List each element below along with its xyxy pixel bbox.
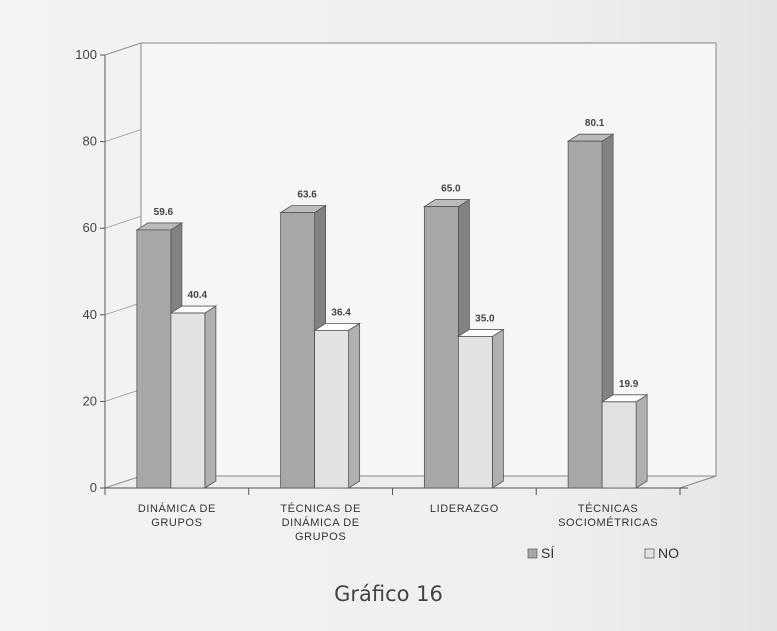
data-label: 63.6 <box>297 190 317 201</box>
bar-front <box>170 312 206 489</box>
legend-swatch-no <box>644 548 655 559</box>
data-label: 35.0 <box>475 313 495 324</box>
legend-label-si: SÍ <box>541 545 554 561</box>
bar-no <box>600 394 649 489</box>
bar-side <box>348 322 361 489</box>
bar-no <box>457 328 505 489</box>
x-category-label-line: SOCIOMÉTRICAS <box>558 516 658 529</box>
data-label: 65.0 <box>441 184 461 195</box>
y-depth-line <box>104 42 142 56</box>
y-tick-label: 0 <box>90 480 97 495</box>
x-category-label-line: GRUPOS <box>295 531 346 543</box>
bar-side <box>491 328 504 489</box>
data-label: 80.1 <box>585 118 605 129</box>
y-tick-label: 20 <box>83 393 97 408</box>
legend: SÍ NO <box>527 545 679 561</box>
x-category-label-line: LIDERAZGO <box>430 503 499 515</box>
y-tick-label: 100 <box>75 47 97 62</box>
y-depth-line <box>104 302 142 316</box>
x-category-label-line: TÉCNICAS <box>578 502 638 515</box>
x-category-label-line: TÉCNICAS DE <box>280 502 361 515</box>
bar-no <box>169 305 218 489</box>
bars: 59.6 40.4 63.6 36.4 65.0 35.0 80.1 19.9 <box>135 118 649 489</box>
y-depth-line <box>104 129 142 142</box>
bar-side <box>204 305 217 489</box>
bar-si <box>279 204 327 489</box>
y-depth-line <box>104 389 142 402</box>
bar-no <box>313 322 361 489</box>
y-tick-label: 80 <box>83 134 97 149</box>
x-category-label: DINÁMICA DE GRUPOS <box>138 502 216 529</box>
x-category-label: LIDERAZGO <box>430 503 499 515</box>
bar-front <box>567 140 603 489</box>
y-tick-label: 40 <box>83 307 97 322</box>
y-depth-line <box>104 215 142 229</box>
bar-front <box>136 229 172 489</box>
bar-side <box>635 394 648 489</box>
y-axis: 0 20 40 60 80 100 <box>75 42 142 495</box>
y-depth-line <box>104 475 142 489</box>
legend-label-no: NO <box>658 545 679 561</box>
x-category-label: TÉCNICAS SOCIOMÉTRICAS <box>558 502 658 529</box>
x-category-label-line: DINÁMICA DE <box>138 502 216 515</box>
bar-front <box>601 401 637 489</box>
figure-caption: Gráfico 16 <box>334 582 443 606</box>
data-label: 36.4 <box>331 307 351 318</box>
legend-swatch-si <box>527 548 538 559</box>
data-label: 59.6 <box>154 207 174 218</box>
bar-front <box>457 336 493 489</box>
x-category-label-line: GRUPOS <box>151 517 202 529</box>
bar-front <box>280 212 316 489</box>
x-category-label: TÉCNICAS DE DINÁMICA DE GRUPOS <box>280 502 361 543</box>
data-label: 19.9 <box>619 379 639 390</box>
x-category-label-line: DINÁMICA DE <box>282 516 360 529</box>
data-label: 40.4 <box>188 290 208 301</box>
bar-front <box>423 206 459 489</box>
bar-front <box>314 329 350 489</box>
y-tick-label: 60 <box>83 220 97 235</box>
